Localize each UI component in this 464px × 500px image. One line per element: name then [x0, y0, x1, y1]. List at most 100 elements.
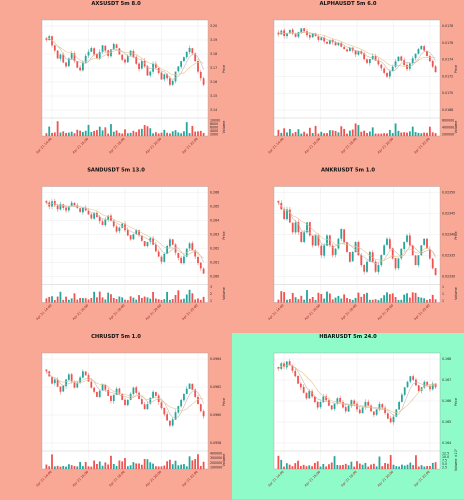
candle-body [149, 238, 152, 242]
chart-panel-5: CHRUSDT 5m 1.0 0.0964 0.0962 0.0960 0.0958 Ap… [35, 334, 226, 487]
volume-bar [333, 456, 336, 469]
candle-body [423, 238, 426, 245]
price-tick-label: 3.14 [210, 108, 217, 112]
candle-body [288, 29, 291, 34]
candle-body [328, 400, 330, 406]
candle-body [423, 381, 426, 388]
candle-body [333, 403, 336, 409]
candle-body [146, 404, 149, 410]
candle-body [314, 235, 317, 246]
volume-bar [149, 128, 152, 136]
volume-bar [202, 461, 205, 469]
candle-body [166, 74, 169, 79]
candle-body [76, 382, 79, 388]
volume-bar [79, 130, 81, 136]
candle-body [350, 400, 353, 407]
candle-body [160, 256, 163, 262]
candle-body [403, 242, 406, 249]
volume-bar [124, 299, 126, 303]
volume-bar [434, 299, 437, 303]
volume-bar [107, 464, 110, 469]
volume-bar [372, 463, 375, 469]
candle-body [93, 387, 96, 392]
volume-bar [337, 132, 340, 136]
volume-bar [326, 291, 328, 303]
candle-body [87, 375, 90, 382]
candle-body [371, 55, 374, 60]
volume-bar [420, 465, 423, 469]
candle-body [110, 215, 112, 222]
volume-bar [316, 461, 319, 469]
chart-title: CHRUSDT 5m 1.0 [91, 334, 141, 340]
candle-body [337, 42, 340, 46]
volume-bar [308, 127, 311, 136]
volume-bar [328, 293, 331, 303]
volume-bar [107, 133, 110, 136]
candle-body [104, 219, 107, 226]
chart-panel-2: ALPHAUSDT 5m 6.0 0.0178 0.0176 0.0174 0.0172… [267, 1, 458, 154]
volume-bar [347, 465, 350, 469]
volume-bar [188, 456, 191, 469]
volume-bar [67, 464, 70, 469]
candle-body [323, 245, 326, 256]
candle-body [297, 222, 300, 233]
candle-body [346, 49, 348, 52]
price-tick-label: 0.0174 [442, 58, 453, 62]
candle-body [140, 399, 143, 405]
volume-bar [152, 463, 154, 469]
candle-body [104, 384, 107, 390]
candle-body [81, 62, 84, 71]
candle-body [383, 68, 386, 73]
time-tick-label: Apr 21 14:00 [35, 470, 53, 488]
volume-bar [351, 129, 354, 136]
candle-body [311, 391, 313, 397]
candle-body [81, 371, 84, 378]
time-tick-label: Apr 21 14:00 [267, 303, 285, 321]
candle-body [81, 207, 84, 213]
volume-bar [59, 291, 62, 303]
volume-bar [191, 293, 194, 303]
candle-body [183, 256, 185, 264]
candle-body [368, 59, 371, 64]
volume-bar [48, 296, 51, 303]
price-tick-label: 0.167 [442, 378, 451, 382]
volume-bar [334, 130, 337, 136]
price-tick-label: 3.16 [210, 80, 217, 84]
volume-bar [199, 465, 202, 469]
candle-body [291, 222, 294, 233]
candle-body [45, 369, 48, 372]
candle-body [417, 385, 420, 391]
candle-body [169, 239, 171, 247]
volume-bar [300, 133, 303, 136]
candle-body [391, 66, 394, 72]
time-tick-label: Apr 21 16:00 [304, 137, 322, 155]
volume-bar [277, 299, 280, 303]
candle-body [392, 416, 395, 423]
candle-body [135, 56, 138, 64]
volume-tick-label: 1 [210, 299, 212, 303]
volume-bar [280, 132, 283, 136]
volume-bar [303, 131, 306, 136]
volume-bar [397, 299, 400, 303]
candle-body [67, 374, 70, 380]
chart-title: ALPHAUSDT 5m 6.0 [320, 1, 377, 7]
volume-bar [129, 465, 132, 469]
volume-bar [340, 126, 343, 136]
candle-body [283, 30, 286, 37]
moving-average-fast [278, 202, 436, 265]
volume-bar [121, 461, 124, 469]
candle-body [306, 31, 308, 36]
candle-body [283, 209, 286, 220]
time-tick-label: Apr 21 14:00 [35, 137, 53, 155]
volume-bar [283, 466, 285, 469]
volume-bar [423, 132, 426, 136]
candle-body [53, 379, 56, 384]
candle-body [354, 50, 357, 55]
volume-bar [280, 291, 283, 303]
volume-bar [140, 128, 143, 136]
volume-bar [163, 465, 166, 469]
price-tick-label: 0.0168 [442, 108, 453, 112]
price-tick-label: 0.263 [210, 233, 219, 237]
volume-bar [377, 300, 380, 303]
volume-bar [104, 462, 107, 469]
